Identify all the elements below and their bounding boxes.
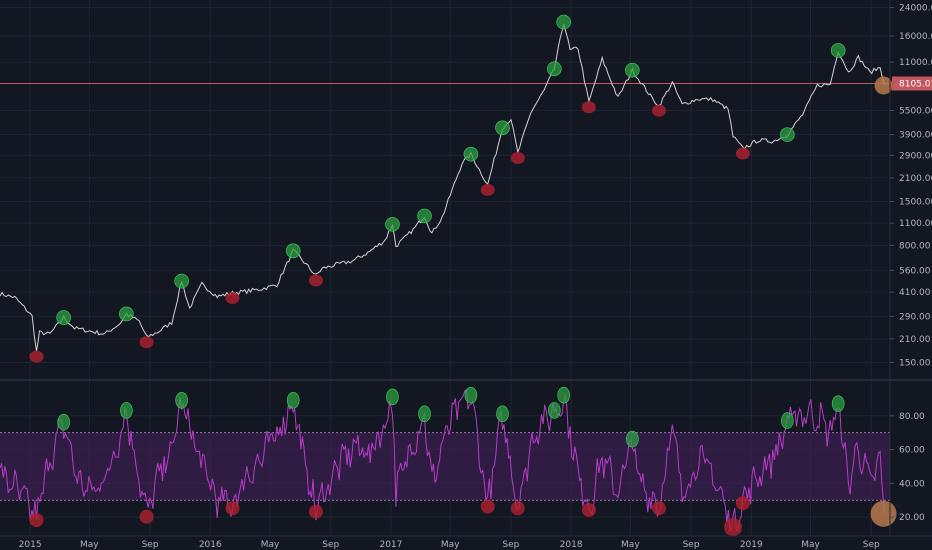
oversold-marker (225, 291, 240, 304)
overbought-marker (119, 306, 134, 322)
indicator-overbought-marker (418, 405, 431, 423)
overbought-marker (385, 217, 400, 232)
overbought-marker (463, 146, 479, 162)
x-tick-label: May (80, 540, 99, 550)
oversold-marker (735, 147, 750, 160)
x-tick-label: 2019 (740, 540, 763, 550)
overbought-marker (285, 243, 301, 259)
oversold-marker (651, 104, 666, 117)
indicator-oversold-marker (29, 513, 44, 528)
price-tick-label: 1100.00 (899, 219, 932, 229)
x-tick-label: 2016 (199, 540, 222, 550)
price-tick-label: 2900.00 (899, 151, 932, 161)
price-tick-label: 210.00 (899, 335, 931, 345)
overbought-marker (174, 273, 189, 289)
price-tick-label: 800.00 (899, 241, 931, 251)
indicator-tick-label: 60.00 (899, 446, 925, 456)
oversold-marker (480, 183, 495, 196)
indicator-overbought-marker (175, 391, 188, 409)
price-y-axis: 150.00 210.00 290.00 410.00 560.00 800.00 1100… (890, 4, 932, 368)
price-panel (0, 14, 893, 363)
indicator-oversold-marker (308, 504, 323, 519)
indicator-oversold-marker (480, 499, 495, 514)
price-tick-label: 3900.00 (899, 131, 932, 141)
overbought-marker (830, 43, 846, 58)
x-tick-label: May (441, 540, 460, 550)
x-tick-label: Sep (142, 540, 159, 550)
oversold-marker (139, 336, 154, 349)
indicator-overbought-marker (386, 388, 399, 406)
indicator-series-line (0, 389, 886, 532)
indicator-oversold-marker (651, 501, 666, 516)
indicator-overbought-marker (548, 402, 561, 419)
indicator-overbought-marker (557, 386, 571, 404)
indicator-tick-label: 80.00 (899, 412, 925, 422)
overbought-marker (547, 61, 562, 77)
price-series-line (0, 23, 886, 351)
indicator-overbought-marker (286, 391, 300, 409)
overbought-marker (495, 120, 510, 136)
x-tick-label: May (621, 540, 640, 550)
current-price-label: 8105.01 (892, 76, 932, 91)
price-tick-label: 2100.00 (899, 174, 932, 184)
indicator-current-marker (870, 500, 897, 527)
x-tick-label: 2015 (19, 540, 42, 550)
overbought-marker (56, 310, 71, 325)
x-tick-label: May (261, 540, 280, 550)
current-price-label-bg (892, 76, 932, 91)
price-tick-label: 5500.00 (899, 107, 932, 117)
oversold-marker (29, 350, 44, 363)
overbought-marker (417, 208, 432, 224)
indicator-overbought-marker (496, 405, 509, 423)
indicator-y-axis: 20.00 40.00 60.00 80.00 (890, 412, 925, 523)
indicator-band (0, 432, 890, 501)
indicator-overbought-marker (781, 412, 794, 429)
x-tick-label: Sep (683, 540, 700, 550)
indicator-oversold-marker (581, 502, 596, 517)
indicator-overbought-marker (57, 413, 70, 431)
current-price-label-text: 8105.01 (899, 79, 932, 89)
indicator-overbought-marker (831, 395, 845, 412)
indicator-tick-label: 20.00 (899, 513, 925, 523)
indicator-overbought-marker (626, 430, 639, 448)
indicator-panel (0, 386, 897, 537)
indicator-tick-label: 40.00 (899, 479, 925, 489)
indicator-oversold-marker (735, 496, 750, 511)
indicator-overbought-marker (120, 402, 133, 419)
price-tick-label: 560.00 (899, 266, 931, 276)
oversold-marker (308, 274, 323, 287)
oversold-marker (581, 101, 596, 114)
overbought-marker (625, 62, 640, 78)
indicator-oversold-marker (139, 509, 154, 524)
x-tick-label: Sep (322, 540, 339, 550)
x-tick-label: 2017 (379, 540, 402, 550)
overbought-marker (780, 127, 795, 142)
current-price-marker (874, 76, 893, 95)
price-tick-label: 24000.00 (899, 4, 932, 14)
oversold-marker (510, 151, 525, 164)
price-tick-label: 290.00 (899, 312, 931, 322)
time-x-axis: 2015 May Sep 2016 May Sep 2017 May Sep 2018 May Sep… (19, 540, 880, 550)
x-tick-label: 2018 (560, 540, 583, 550)
indicator-oversold-marker (510, 501, 525, 516)
x-tick-label: Sep (863, 540, 880, 550)
price-tick-label: 1500.00 (899, 197, 932, 207)
price-tick-label: 11000.00 (899, 58, 932, 68)
price-tick-label: 150.00 (899, 358, 931, 368)
indicator-overbought-marker (464, 386, 478, 404)
price-tick-label: 410.00 (899, 288, 931, 298)
indicator-oversold-marker (225, 501, 240, 516)
x-tick-label: May (801, 540, 820, 550)
overbought-marker (556, 14, 572, 30)
price-tick-label: 16000.00 (899, 32, 932, 42)
indicator-oversold-marker (724, 518, 743, 537)
x-tick-label: Sep (502, 540, 519, 550)
